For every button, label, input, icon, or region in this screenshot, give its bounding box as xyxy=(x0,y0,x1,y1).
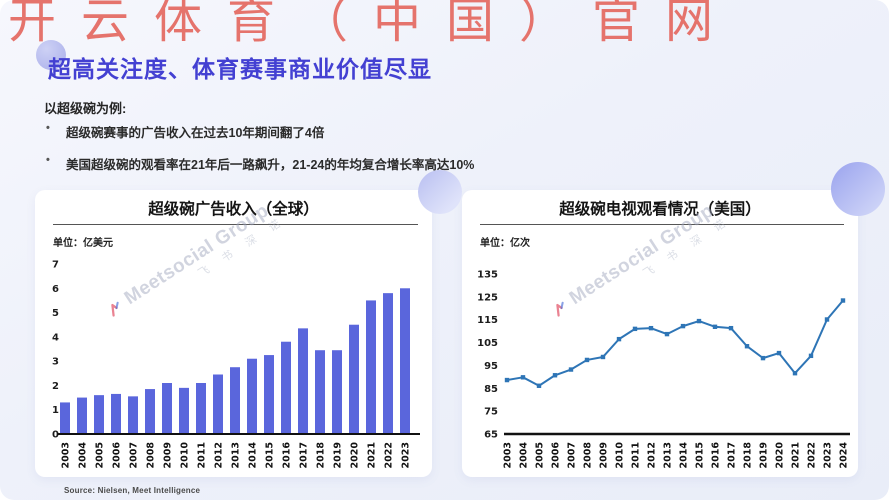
svg-text:2003: 2003 xyxy=(503,442,514,468)
svg-text:2003: 2003 xyxy=(61,442,72,468)
svg-text:2017: 2017 xyxy=(727,442,738,468)
svg-text:2014: 2014 xyxy=(248,442,259,469)
svg-text:0: 0 xyxy=(52,430,59,441)
svg-text:2020: 2020 xyxy=(350,442,361,469)
svg-text:105: 105 xyxy=(477,338,498,349)
svg-text:2016: 2016 xyxy=(282,442,293,469)
svg-text:2021: 2021 xyxy=(367,442,378,468)
page-subtitle: 以超级碗为例: xyxy=(44,101,127,116)
svg-text:125: 125 xyxy=(477,292,498,303)
svg-text:2009: 2009 xyxy=(599,442,610,468)
svg-text:2018: 2018 xyxy=(743,442,754,469)
source-note: Source: Nielsen, Meet Intelligence xyxy=(64,486,201,495)
svg-text:2014: 2014 xyxy=(679,442,690,469)
svg-text:95: 95 xyxy=(484,361,498,372)
bar-chart-unit-label: 单位：亿美元 xyxy=(53,238,113,249)
title-divider xyxy=(53,224,418,225)
title-divider xyxy=(480,224,844,225)
svg-text:2008: 2008 xyxy=(146,442,157,469)
svg-text:2007: 2007 xyxy=(567,442,578,468)
svg-text:7: 7 xyxy=(52,260,59,271)
page-title: 超高关注度、体育赛事商业价值尽显 xyxy=(48,56,432,82)
svg-text:1: 1 xyxy=(52,405,59,416)
svg-text:2021: 2021 xyxy=(791,442,802,468)
svg-text:4: 4 xyxy=(52,332,59,343)
decorative-circle-title xyxy=(36,40,66,70)
svg-text:2007: 2007 xyxy=(129,442,140,468)
svg-text:2022: 2022 xyxy=(807,442,818,468)
svg-text:2004: 2004 xyxy=(519,442,530,469)
svg-text:2006: 2006 xyxy=(551,442,562,469)
svg-text:65: 65 xyxy=(484,430,498,441)
svg-text:2019: 2019 xyxy=(759,442,770,468)
svg-text:2010: 2010 xyxy=(180,442,191,469)
svg-text:6: 6 xyxy=(52,284,59,295)
svg-text:2023: 2023 xyxy=(823,442,834,468)
svg-text:2019: 2019 xyxy=(333,442,344,468)
svg-text:115: 115 xyxy=(477,315,498,326)
decorative-circle-middle xyxy=(418,170,462,214)
svg-text:2013: 2013 xyxy=(231,442,242,468)
decorative-circle-right xyxy=(831,162,885,216)
svg-text:2016: 2016 xyxy=(711,442,722,469)
svg-text:2012: 2012 xyxy=(214,442,225,468)
svg-text:2009: 2009 xyxy=(163,442,174,468)
svg-text:75: 75 xyxy=(484,407,498,418)
svg-text:135: 135 xyxy=(477,270,498,281)
svg-text:2006: 2006 xyxy=(112,442,123,469)
svg-text:2008: 2008 xyxy=(583,442,594,469)
svg-text:2011: 2011 xyxy=(631,442,642,468)
svg-text:2015: 2015 xyxy=(695,442,706,468)
svg-text:2005: 2005 xyxy=(535,442,546,468)
svg-text:2022: 2022 xyxy=(384,442,395,468)
bullet-item: 美国超级碗的观看率在21年后一路飙升，21-24的年均复合增长率高达10% xyxy=(46,154,474,173)
svg-text:2020: 2020 xyxy=(775,442,786,469)
svg-text:2011: 2011 xyxy=(197,442,208,468)
svg-text:2005: 2005 xyxy=(95,442,106,468)
viewership-chart-card: 超级碗电视观看情况（美国） 单位：亿次 65 75 85 95 105 115 125 135… xyxy=(462,190,858,477)
bar-chart-title: 超级碗广告收入（全球） xyxy=(148,201,319,218)
svg-text:3: 3 xyxy=(52,357,59,368)
svg-text:85: 85 xyxy=(484,384,498,395)
svg-text:2: 2 xyxy=(52,381,59,392)
bullet-item: 超级碗赛事的广告收入在过去10年期间翻了4倍 xyxy=(46,122,474,141)
line-chart: 65 75 85 95 105 115 125 135 2003 2004 2005 2006 2007… xyxy=(477,270,850,469)
svg-text:2018: 2018 xyxy=(316,442,327,469)
line-chart-unit-label: 单位：亿次 xyxy=(480,238,530,249)
svg-text:2017: 2017 xyxy=(299,442,310,468)
svg-text:2012: 2012 xyxy=(647,442,658,468)
svg-text:5: 5 xyxy=(52,308,59,319)
svg-text:2004: 2004 xyxy=(78,442,89,469)
svg-text:2015: 2015 xyxy=(265,442,276,468)
svg-text:2023: 2023 xyxy=(401,442,412,468)
ad-revenue-chart-card: 超级碗广告收入（全球） 单位：亿美元 0 1 2 3 4 5 6 7 2003 2004 2005 2… xyxy=(35,190,432,477)
svg-text:2024: 2024 xyxy=(839,442,850,469)
bar-chart: 0 1 2 3 4 5 6 7 2003 2004 2005 2006 2007 2008 2009 2010… xyxy=(52,260,420,469)
svg-text:2010: 2010 xyxy=(615,442,626,469)
svg-text:2013: 2013 xyxy=(663,442,674,468)
site-watermark-text: 开云体育（中国）官网 xyxy=(8,0,739,48)
bullet-list: 超级碗赛事的广告收入在过去10年期间翻了4倍美国超级碗的观看率在21年后一路飙升… xyxy=(46,122,474,186)
line-chart-title: 超级碗电视观看情况（美国） xyxy=(559,201,761,218)
